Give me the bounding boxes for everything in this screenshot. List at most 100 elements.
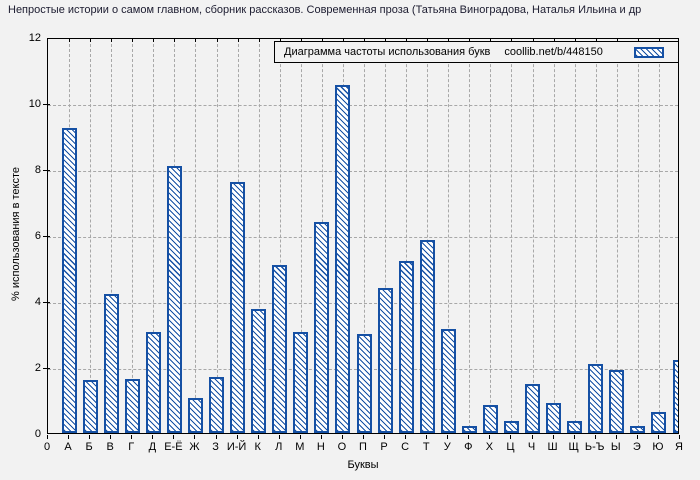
- x-tick-label: Л: [275, 441, 283, 453]
- x-tick: [68, 435, 70, 439]
- x-tick: [363, 435, 364, 439]
- top-tick: [364, 39, 365, 42]
- v-gridline: [279, 39, 281, 433]
- x-tick: [215, 435, 217, 439]
- x-tick: [320, 435, 322, 439]
- legend-hatch-swatch-icon: [634, 46, 664, 58]
- x-tick: [552, 435, 554, 439]
- x-tick-label: О: [337, 441, 347, 453]
- h-gridline: [48, 105, 678, 106]
- top-tick: [111, 39, 113, 42]
- bar-З: [209, 376, 225, 433]
- x-tick-label: П: [359, 441, 367, 453]
- top-tick: [406, 39, 408, 42]
- x-tick-label: С: [401, 441, 410, 453]
- x-tick-label: З: [212, 441, 219, 453]
- v-gridline: [490, 39, 492, 433]
- y-tick-label: 6: [34, 230, 41, 242]
- legend: Диаграмма частоты использования букв coo…: [274, 41, 678, 63]
- top-tick: [342, 39, 344, 42]
- bar-Щ: [567, 421, 583, 433]
- bar-Х: [482, 404, 498, 433]
- v-gridline: [111, 39, 113, 433]
- x-tick-label: Ы: [610, 441, 621, 453]
- y-tick-label: 8: [34, 164, 41, 176]
- x-tick-label: Ц: [506, 441, 515, 453]
- top-tick: [321, 39, 323, 42]
- x-tick: [679, 435, 680, 439]
- top-tick: [574, 39, 576, 42]
- top-tick: [532, 39, 534, 42]
- bar-Г: [124, 378, 140, 433]
- x-tick: [426, 435, 428, 439]
- v-gridline: [216, 39, 218, 433]
- x-tick-label: А: [64, 441, 72, 453]
- x-tick-label: Р: [380, 441, 388, 453]
- x-tick: [468, 435, 470, 439]
- y-tick-label: 2: [34, 362, 41, 374]
- v-gridline: [511, 39, 513, 433]
- v-gridline: [300, 39, 302, 433]
- x-tick: [573, 435, 575, 439]
- x-tick-label: Ф: [464, 441, 473, 453]
- x-tick: [405, 435, 407, 439]
- bar-О: [335, 84, 351, 433]
- x-tick: [447, 435, 449, 439]
- x-tick-label: Щ: [568, 441, 579, 453]
- v-gridline: [448, 39, 450, 433]
- v-gridline: [132, 39, 134, 433]
- v-gridline: [90, 39, 92, 433]
- y-tick-label: 10: [28, 98, 41, 110]
- bar-Л: [272, 264, 288, 433]
- x-tick-label: В: [106, 441, 114, 453]
- x-tick-label: 0: [43, 441, 51, 453]
- bar-У: [440, 329, 456, 433]
- bar-Ж: [187, 398, 203, 433]
- chart-title: Непростые истории о самом главном, сборн…: [8, 4, 642, 16]
- x-tick: [236, 435, 238, 439]
- bar-Ц: [503, 421, 519, 433]
- top-tick: [69, 39, 71, 42]
- top-tick: [448, 39, 450, 42]
- x-tick: [299, 435, 301, 439]
- top-tick: [195, 39, 197, 42]
- plot-area: Диаграмма частоты использования букв coo…: [47, 38, 679, 434]
- x-tick-label: Х: [485, 441, 494, 453]
- legend-source-link: coollib.net/b/448150: [504, 46, 603, 58]
- top-tick: [258, 39, 260, 42]
- x-tick-label: Э: [632, 441, 641, 453]
- x-tick: [510, 435, 512, 439]
- y-tick-label: 0: [34, 428, 41, 440]
- x-tick-label: Ь-Ъ: [584, 441, 605, 453]
- x-tick: [657, 435, 659, 439]
- bar-В: [103, 294, 119, 433]
- y-tick: [43, 368, 50, 369]
- bar-Б: [82, 380, 98, 433]
- top-tick: [174, 39, 176, 42]
- bar-А: [61, 127, 77, 433]
- x-tick: [341, 435, 343, 439]
- bar-Ч: [525, 383, 541, 433]
- x-tick-label: Г: [128, 441, 135, 453]
- h-gridline: [48, 171, 678, 172]
- v-gridline: [574, 39, 576, 433]
- top-tick: [132, 39, 134, 42]
- v-gridline: [469, 39, 471, 433]
- bar-Е-Ё: [166, 165, 182, 433]
- top-tick: [279, 39, 281, 42]
- v-gridline: [406, 39, 408, 433]
- x-tick-label: У: [443, 441, 451, 453]
- bar-Н: [314, 221, 330, 433]
- bar-Ю: [651, 411, 667, 433]
- x-tick: [636, 435, 638, 439]
- v-gridline: [595, 39, 597, 433]
- x-tick: [47, 435, 48, 439]
- bar-Р: [377, 287, 393, 433]
- x-tick-label: Я: [675, 441, 683, 453]
- v-gridline: [195, 39, 197, 433]
- x-tick: [173, 435, 175, 439]
- top-tick: [427, 39, 429, 42]
- top-tick: [237, 39, 239, 42]
- top-tick: [595, 39, 597, 42]
